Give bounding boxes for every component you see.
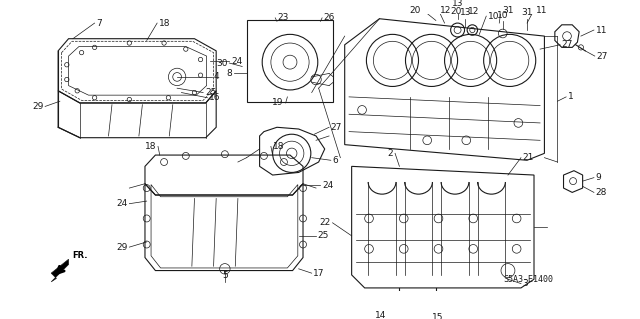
Text: 18: 18 (145, 142, 156, 151)
Text: S5A3-E1400: S5A3-E1400 (504, 275, 554, 284)
Text: 10: 10 (497, 11, 509, 19)
Text: 13: 13 (460, 8, 471, 17)
Text: 18: 18 (273, 142, 284, 151)
Text: 15: 15 (431, 313, 443, 319)
Text: 24: 24 (231, 57, 242, 66)
Text: 21: 21 (523, 153, 534, 162)
Text: 5: 5 (222, 271, 228, 280)
Text: 7: 7 (97, 19, 102, 27)
Text: 27: 27 (331, 123, 342, 132)
Text: 1: 1 (568, 93, 573, 101)
Text: 14: 14 (375, 311, 387, 319)
Text: 27: 27 (596, 52, 608, 61)
Text: 10: 10 (488, 11, 499, 21)
Text: 12: 12 (468, 7, 479, 16)
Text: 18: 18 (159, 19, 170, 27)
Bar (246, 19, 333, 102)
Text: 23: 23 (277, 13, 289, 22)
Text: 27: 27 (562, 40, 573, 49)
Text: 11: 11 (596, 26, 607, 34)
Text: 4: 4 (214, 72, 220, 81)
Text: 25: 25 (205, 88, 216, 97)
Text: 12: 12 (440, 5, 452, 15)
Text: 31: 31 (503, 5, 515, 15)
Text: 25: 25 (318, 231, 329, 240)
Text: 24: 24 (116, 199, 127, 208)
Text: 28: 28 (596, 188, 607, 197)
Text: 3: 3 (523, 279, 529, 288)
Text: 30: 30 (216, 58, 227, 68)
Text: 16: 16 (209, 93, 221, 102)
Text: 24: 24 (322, 181, 333, 190)
Text: 2: 2 (388, 149, 394, 158)
Text: 29: 29 (116, 243, 127, 252)
Text: 20: 20 (410, 5, 421, 15)
Polygon shape (51, 259, 68, 282)
Text: 22: 22 (319, 218, 331, 227)
Text: 26: 26 (324, 13, 335, 22)
Text: 11: 11 (536, 5, 547, 15)
Text: 19: 19 (273, 99, 284, 108)
Text: 6: 6 (333, 156, 339, 165)
Text: 8: 8 (226, 69, 232, 78)
Text: 9: 9 (596, 173, 602, 182)
Text: 13: 13 (452, 0, 463, 8)
Text: 20: 20 (450, 7, 461, 16)
Text: FR.: FR. (72, 251, 88, 260)
Text: 31: 31 (522, 8, 533, 17)
Text: 29: 29 (32, 102, 44, 111)
Text: 17: 17 (314, 269, 325, 278)
